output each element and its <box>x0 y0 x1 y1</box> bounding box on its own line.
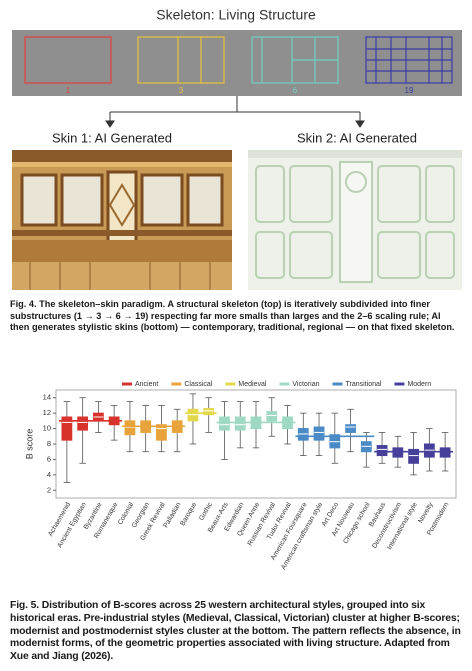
caption-text: The skeleton–skin paradigm. A structural… <box>10 299 455 333</box>
box <box>266 397 278 437</box>
legend-label: Classical <box>184 381 212 388</box>
legend-label: Medieval <box>238 381 266 388</box>
skin2-image <box>248 150 462 290</box>
y-tick-label: 14 <box>43 393 51 402</box>
skeleton-step <box>365 36 453 84</box>
box <box>360 432 372 468</box>
box <box>124 401 136 453</box>
box-body <box>266 411 278 422</box>
figure5-caption: Fig. 5. Distribution of B-scores across … <box>10 600 462 664</box>
box <box>108 405 120 441</box>
box-body <box>376 445 388 457</box>
box <box>329 412 341 464</box>
box <box>203 397 215 433</box>
y-tick-label: 6 <box>47 454 51 463</box>
box <box>234 401 246 449</box>
box-body <box>234 416 246 431</box>
box-chart: B score 2 4 6 8 10 12 14 Ancient Classical Mediev… <box>24 381 457 571</box>
legend-label: Modern <box>407 381 431 388</box>
box-body <box>203 408 215 416</box>
box-body <box>345 424 356 433</box>
box <box>93 401 104 433</box>
caption-label: Fig. 4. <box>10 299 37 309</box>
figure4-caption: Fig. 4. The skeleton–skin paradigm. A st… <box>10 299 462 334</box>
arrows <box>105 96 365 128</box>
box-body <box>219 416 230 431</box>
box <box>250 401 262 449</box>
legend-label: Victorian <box>292 381 319 388</box>
skeleton-box <box>24 36 112 84</box>
skin1-image <box>12 150 232 290</box>
box-body <box>124 420 136 436</box>
box <box>61 401 73 483</box>
y-tick-label: 8 <box>47 439 51 448</box>
step-label: 19 <box>405 86 414 95</box>
caption-label: Fig. 5. <box>10 600 39 611</box>
skeleton-step <box>251 36 339 84</box>
box-body <box>313 426 325 441</box>
box <box>77 397 89 464</box>
box <box>408 432 419 476</box>
skeleton-step <box>137 36 225 84</box>
box <box>297 412 309 456</box>
y-tick-label: 4 <box>47 470 51 479</box>
box <box>313 412 325 456</box>
box <box>345 408 356 453</box>
box-body <box>77 416 89 431</box>
y-tick-label: 10 <box>43 424 51 433</box>
box <box>423 428 435 472</box>
y-tick-label: 2 <box>47 485 51 494</box>
skin2-title: Skin 2: AI Generated <box>297 130 417 145</box>
box <box>156 405 167 453</box>
box <box>376 432 388 464</box>
skeleton-panel <box>12 30 462 96</box>
y-tick-label: 12 <box>43 408 51 417</box>
legend: Ancient Classical Medieval Victorian Transit… <box>122 381 431 388</box>
box <box>282 405 293 445</box>
x-tick-label: International style <box>386 501 419 551</box>
box <box>187 393 199 445</box>
skeleton-boxes: 1 3 6 19 <box>24 36 453 95</box>
box <box>219 401 230 460</box>
step-label: 6 <box>293 86 298 95</box>
legend-label: Ancient <box>135 381 158 388</box>
y-axis-label: B score <box>24 429 34 460</box>
step-label: 3 <box>179 86 184 95</box>
skeleton-step <box>24 36 112 84</box>
skin1-title: Skin 1: AI Generated <box>52 130 172 145</box>
box <box>171 408 183 453</box>
skeleton-title: Skeleton: Living Structure <box>156 7 316 23</box>
box-body <box>156 424 167 441</box>
caption-text: Distribution of B-scores across 25 weste… <box>10 600 461 663</box>
box-body <box>408 448 419 464</box>
x-tick-label: Gothic <box>198 501 214 522</box>
box <box>140 405 152 453</box>
legend-label: Transitional <box>346 381 382 388</box>
step-label: 1 <box>66 86 71 95</box>
box-body <box>61 416 73 441</box>
skeleton-box <box>137 36 225 84</box>
